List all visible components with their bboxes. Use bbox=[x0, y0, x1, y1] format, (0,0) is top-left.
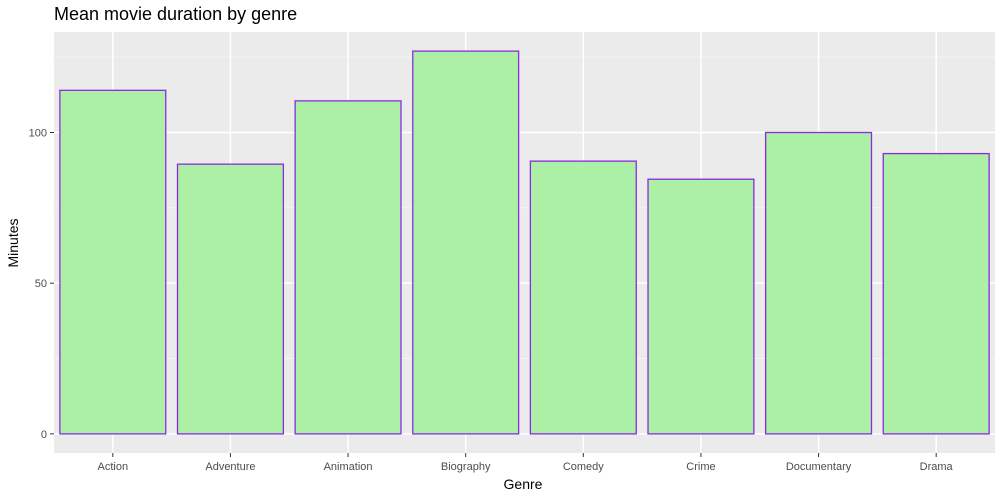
chart-title: Mean movie duration by genre bbox=[54, 4, 297, 24]
y-tick-label: 0 bbox=[41, 429, 47, 441]
x-axis-ticks: Action Adventure Animation Biography Comedy C… bbox=[98, 453, 954, 473]
y-axis-ticks: 0 50 100 bbox=[29, 128, 54, 441]
x-tick-label-animation: Animation bbox=[324, 461, 373, 473]
x-tick-label-biography: Biography bbox=[441, 461, 491, 473]
y-tick-label: 50 bbox=[35, 278, 47, 290]
bar-crime bbox=[647, 178, 755, 435]
bar-documentary bbox=[764, 131, 873, 435]
x-tick-label-comedy: Comedy bbox=[563, 461, 604, 473]
x-axis-title: Genre bbox=[504, 476, 543, 492]
bars bbox=[59, 50, 990, 435]
bar-drama bbox=[882, 152, 990, 435]
bar-adventure bbox=[176, 163, 285, 435]
y-tick-label: 100 bbox=[29, 128, 47, 140]
x-tick-label-action: Action bbox=[98, 461, 129, 473]
bar-action bbox=[59, 89, 167, 435]
x-tick-label-documentary: Documentary bbox=[786, 461, 852, 473]
x-tick-label-crime: Crime bbox=[686, 461, 715, 473]
bar-comedy bbox=[529, 160, 637, 435]
x-tick-label-adventure: Adventure bbox=[205, 461, 255, 473]
x-tick-label-drama: Drama bbox=[920, 461, 954, 473]
y-axis-title: Minutes bbox=[5, 218, 21, 267]
bar-animation bbox=[294, 100, 402, 435]
bar-biography bbox=[412, 50, 520, 435]
